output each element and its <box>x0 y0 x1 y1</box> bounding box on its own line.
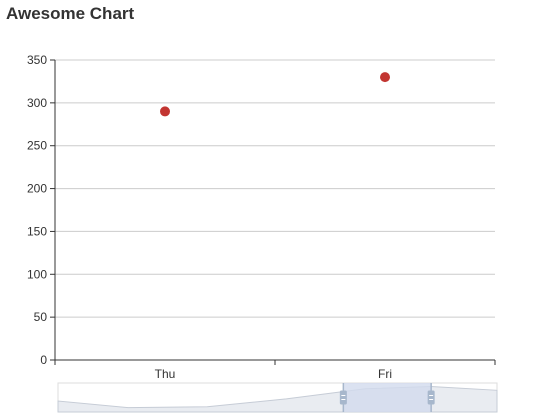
zoom-handle-end-icon[interactable] <box>427 390 435 405</box>
x-tick-label-fri: Fri <box>378 367 392 381</box>
data-point-fri[interactable] <box>380 72 390 83</box>
y-tick-label-350: 350 <box>27 53 47 67</box>
y-tick-label-100: 100 <box>27 267 47 281</box>
chart-title: Awesome Chart <box>6 4 135 23</box>
zoom-handle-start-icon[interactable] <box>339 390 347 405</box>
grid-lines <box>55 59 495 318</box>
x-tick-label-thu: Thu <box>155 367 176 381</box>
y-axis: 0 50 100 150 200 250 300 350 <box>27 53 56 367</box>
data-point-thu[interactable] <box>160 106 170 117</box>
y-tick-label-0: 0 <box>40 353 47 367</box>
y-tick-label-150: 150 <box>27 224 47 238</box>
data-zoom-slider[interactable] <box>57 382 498 413</box>
y-tick-label-200: 200 <box>27 182 47 196</box>
y-tick-label-50: 50 <box>34 310 48 324</box>
zoom-selected-range[interactable] <box>343 383 432 412</box>
y-tick-label-300: 300 <box>27 96 47 110</box>
y-tick-label-250: 250 <box>27 139 47 153</box>
x-axis: Thu Fri <box>54 359 496 381</box>
data-points <box>160 72 390 117</box>
